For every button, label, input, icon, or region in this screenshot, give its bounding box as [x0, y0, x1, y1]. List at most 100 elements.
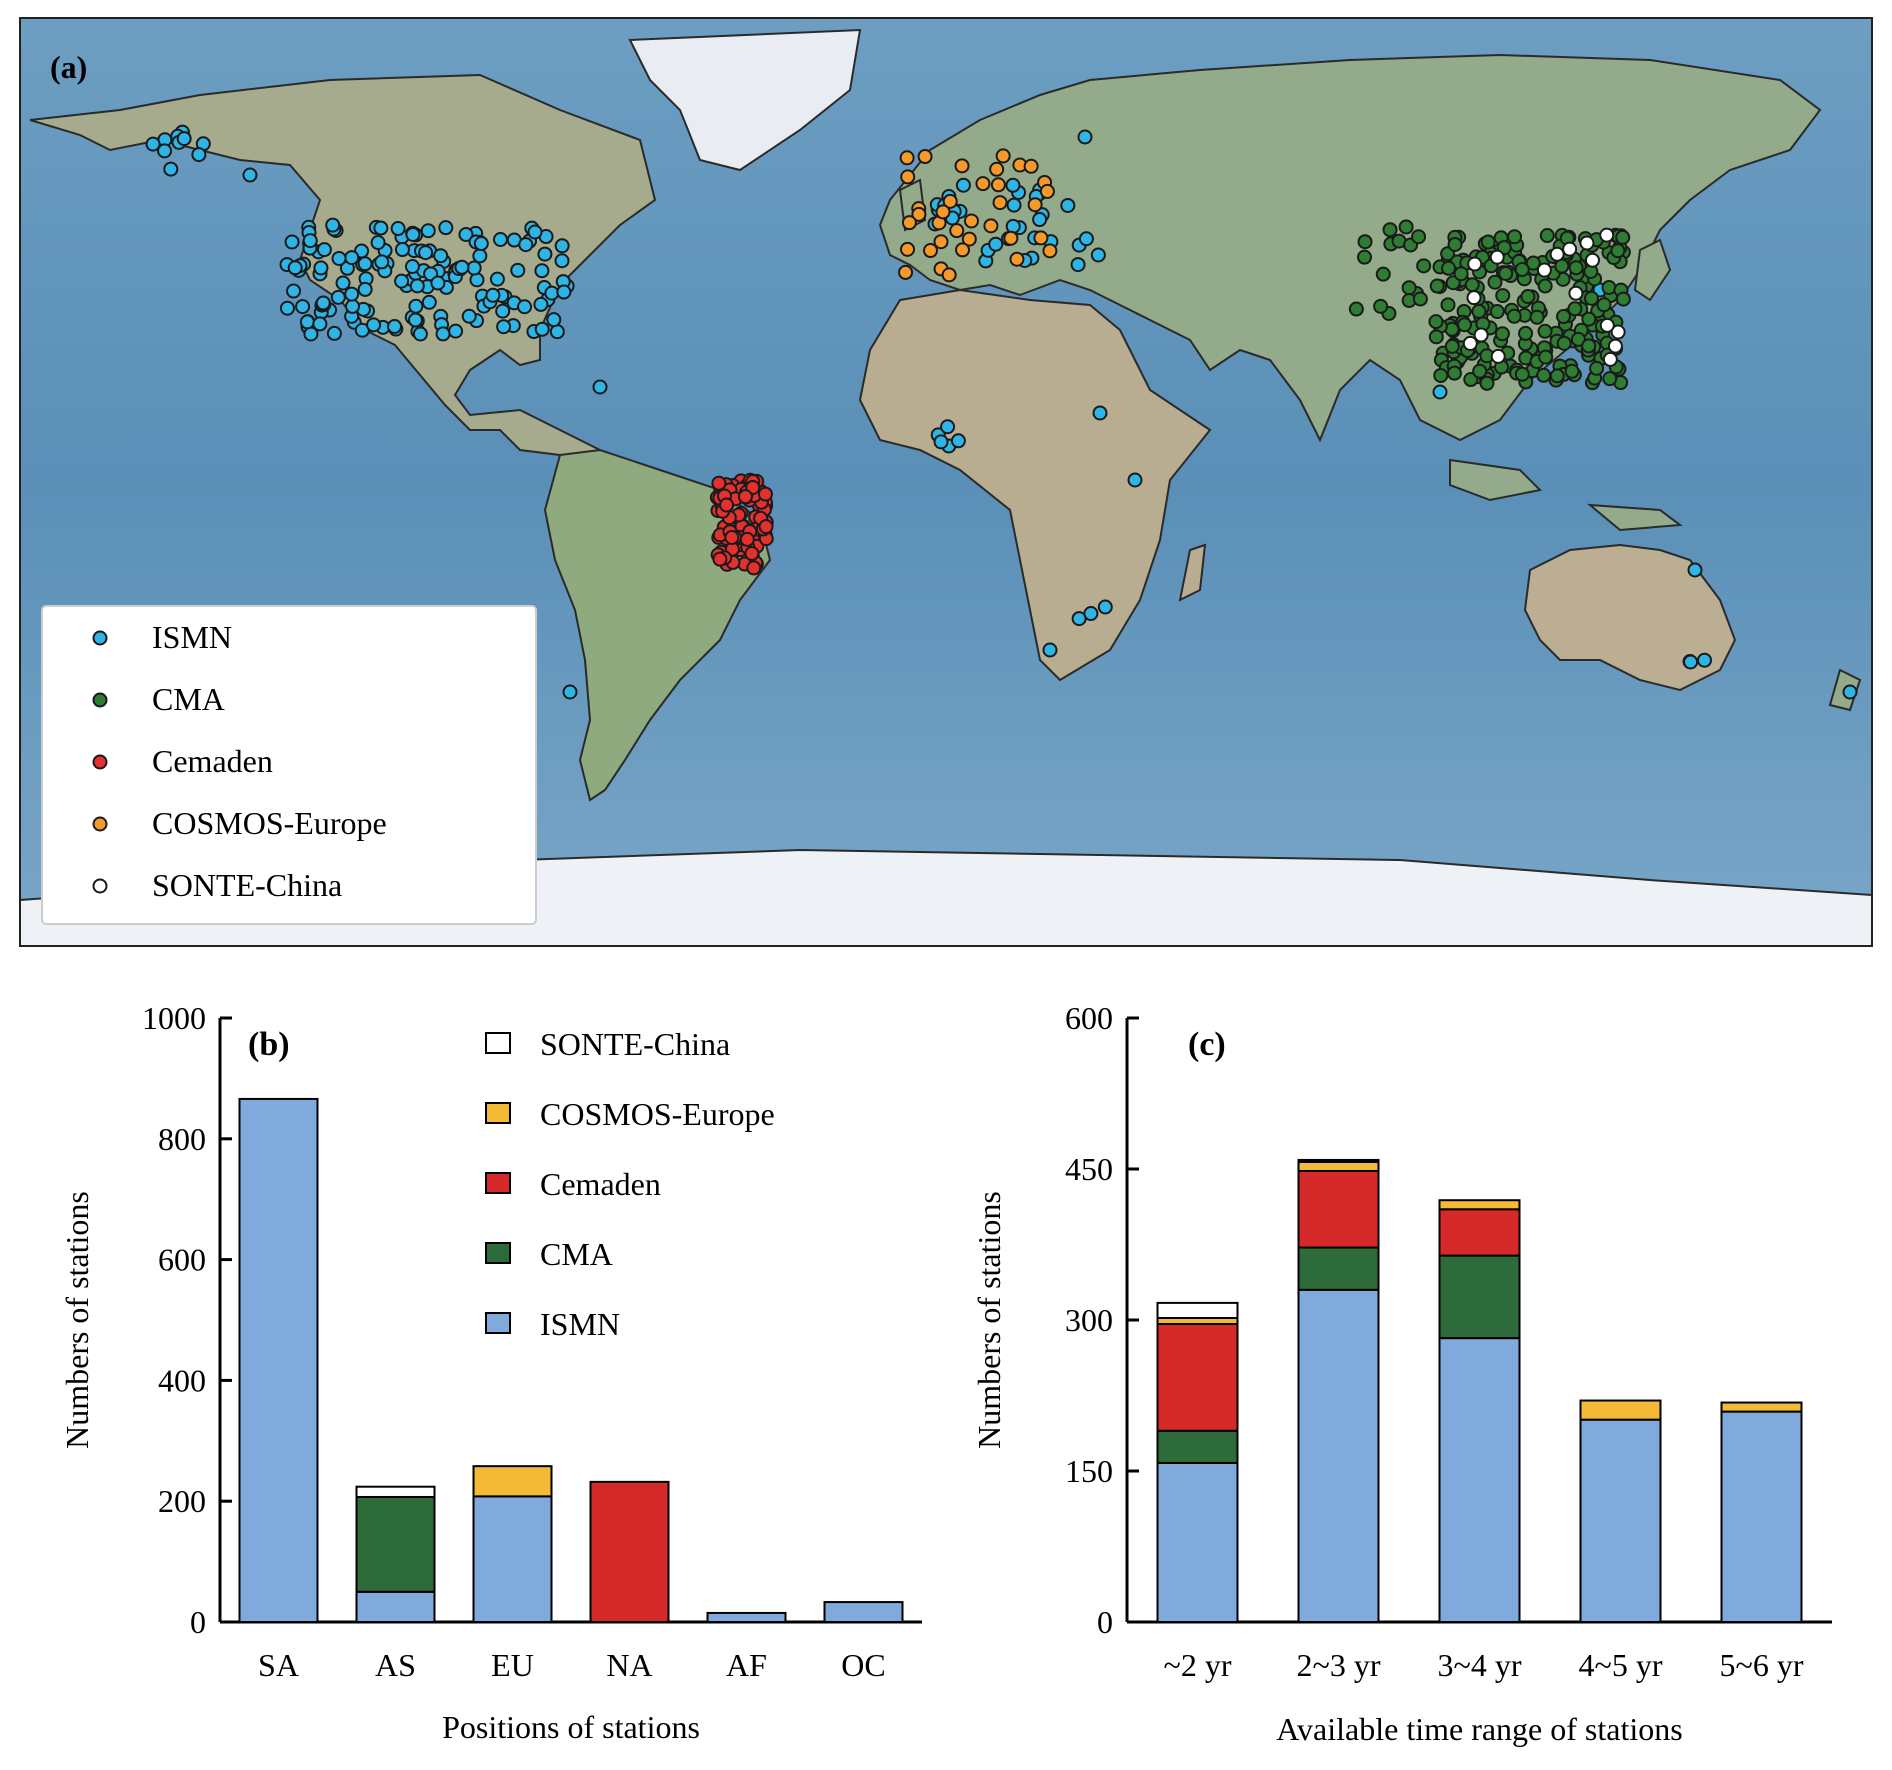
- cma-station-dot: [1615, 291, 1631, 307]
- bar-cosmos-europe-3~4 yr: [1438, 1199, 1521, 1211]
- bar-ismn-AF: [706, 1611, 787, 1623]
- sonte-china-station-dot: [1467, 256, 1483, 272]
- cma-station-dot: [1520, 288, 1536, 304]
- ismn-station-dot: [473, 236, 489, 252]
- sonte-china-station-dot: [1607, 338, 1623, 354]
- bar-ismn-AS: [355, 1590, 436, 1624]
- ismn-station-dot: [940, 419, 956, 435]
- cma-station-dot: [1539, 228, 1555, 244]
- sonte-china-station-dot: [1466, 290, 1482, 306]
- bar-cosmos-europe-4~5 yr: [1579, 1399, 1662, 1421]
- map-legend-label: ISMN: [152, 619, 232, 655]
- bar-cemaden-NA: [589, 1480, 670, 1623]
- cma-station-dot: [1446, 365, 1462, 381]
- bar-sonte-china-~2 yr: [1156, 1301, 1239, 1319]
- ismn-station-dot: [313, 260, 329, 276]
- sonte-china-station-dot: [1490, 348, 1506, 364]
- cosmos-europe-station-dot: [901, 215, 917, 231]
- ismn-station-dot: [330, 289, 346, 305]
- cma-station-dot: [1375, 266, 1391, 282]
- sonte-china-station-dot: [1584, 252, 1600, 268]
- cosmos-europe-station-dot: [1039, 183, 1055, 199]
- cosmos-europe-station-dot: [975, 176, 991, 192]
- x-tick-label: 3~4 yr: [1438, 1647, 1522, 1683]
- landmass-australia: [1523, 543, 1737, 692]
- cosmos-europe-station-dot: [989, 161, 1005, 177]
- legend-swatch-cosmos-europe: [485, 1102, 511, 1124]
- cma-station-dot: [1487, 274, 1503, 290]
- ismn-station-dot: [357, 281, 373, 297]
- legend-label: Cemaden: [540, 1166, 661, 1202]
- ismn-station-dot: [534, 321, 550, 337]
- cma-station-dot: [1480, 234, 1496, 250]
- ismn-station-dot: [554, 253, 570, 269]
- chart-b: 0 200 400 600 800 1000 SA AS EU NA AF OC Positions o…: [59, 1000, 922, 1745]
- map-legend-label: COSMOS-Europe: [152, 805, 387, 841]
- cma-station-dot: [1602, 371, 1618, 387]
- cma-station-dot: [1615, 229, 1631, 245]
- cemaden-station-dot: [757, 486, 773, 502]
- sonte-china-station-dot: [1536, 262, 1552, 278]
- ismn-station-dot: [412, 326, 428, 342]
- cosmos-europe-station-dot: [992, 195, 1008, 211]
- cosmos-europe-station-dot: [995, 148, 1011, 164]
- x-tick-label: 5~6 yr: [1720, 1647, 1804, 1683]
- ismn-station-dot: [430, 275, 446, 291]
- chart-c: 0 150 300 450 600 ~2 yr 2~3 yr 3~4 yr 4~5 yr 5~6 …: [971, 1000, 1832, 1747]
- cma-station-dot: [1457, 317, 1473, 333]
- cma-station-dot: [1581, 311, 1597, 327]
- cosmos-europe-station-dot: [933, 234, 949, 250]
- ismn-station-dot: [933, 434, 949, 450]
- ismn-station-dot: [279, 300, 295, 316]
- ismn-station-dot: [1006, 197, 1022, 213]
- cma-station-dot: [1581, 338, 1597, 354]
- ismn-station-dot: [357, 256, 373, 272]
- cma-station-dot: [1570, 331, 1586, 347]
- cosmos-europe-station-dot: [1033, 230, 1049, 246]
- cma-station-dot: [1382, 222, 1398, 238]
- cma-station-dot: [1495, 288, 1511, 304]
- ismn-station-dot: [284, 234, 300, 250]
- cma-station-dot: [1412, 291, 1428, 307]
- sonte-china-station-dot: [1562, 241, 1578, 257]
- bar-ismn-2~3 yr: [1297, 1288, 1380, 1624]
- ismn-station-dot: [461, 308, 477, 324]
- ismn-station-dot: [345, 298, 361, 314]
- bar-ismn-~2 yr: [1156, 1461, 1239, 1623]
- ismn-station-dot: [1005, 218, 1021, 234]
- legend-label: ISMN: [540, 1306, 620, 1342]
- x-tick-label: AF: [726, 1647, 767, 1683]
- ismn-station-dot: [295, 299, 311, 315]
- ismn-station-dot: [157, 143, 173, 159]
- ismn-station-dot: [496, 319, 512, 335]
- cma-station-dot: [1463, 372, 1479, 388]
- cma-station-dot: [1494, 326, 1510, 342]
- x-tick-label: ~2 yr: [1164, 1647, 1232, 1683]
- ismn-station-dot: [1842, 684, 1858, 700]
- cma-station-dot: [1556, 309, 1572, 325]
- cemaden-station-dot: [746, 560, 762, 576]
- ismn-station-dot: [988, 236, 1004, 252]
- cma-station-dot: [1373, 298, 1389, 314]
- y-tick-label: 600: [1065, 1000, 1113, 1036]
- map-legend-label: CMA: [152, 681, 225, 717]
- cosmos-europe-station-dot: [1009, 251, 1025, 267]
- cma-station-dot: [1583, 290, 1599, 306]
- ismn-station-dot: [562, 684, 578, 700]
- cemaden-station-dot: [724, 529, 740, 545]
- ismn-station-dot: [335, 275, 351, 291]
- ismn-station-dot: [394, 242, 410, 258]
- bar-cma-3~4 yr: [1438, 1254, 1521, 1340]
- bar-ismn-4~5 yr: [1579, 1418, 1662, 1624]
- ismn-station-dot: [1077, 129, 1093, 145]
- ismn-station-dot: [454, 259, 470, 275]
- ismn-station-dot: [495, 303, 511, 319]
- ismn-station-dot: [331, 250, 347, 266]
- legend-label: CMA: [540, 1236, 613, 1272]
- ismn-station-dot: [546, 312, 562, 328]
- ismn-station-dot: [420, 223, 436, 239]
- ismn-station-dot: [448, 323, 464, 339]
- x-tick-label: NA: [606, 1647, 652, 1683]
- cma-station-dot: [1538, 349, 1554, 365]
- cma-station-dot: [1428, 329, 1444, 345]
